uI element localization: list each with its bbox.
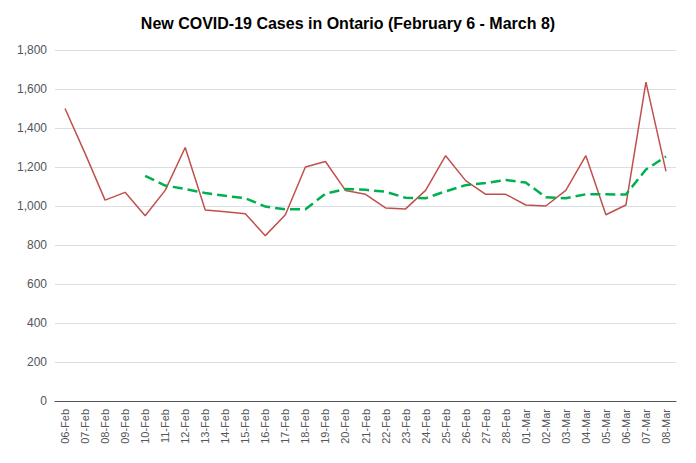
svg-text:05-Mar: 05-Mar [600,409,612,444]
svg-text:23-Feb: 23-Feb [400,409,412,444]
svg-text:11-Feb: 11-Feb [159,409,171,443]
svg-text:14-Feb: 14-Feb [219,409,231,444]
svg-text:800: 800 [27,238,47,252]
svg-text:200: 200 [27,355,47,369]
svg-text:25-Feb: 25-Feb [440,409,452,444]
svg-text:New COVID-19 Cases in Ontario: New COVID-19 Cases in Ontario (February … [141,15,555,32]
svg-text:26-Feb: 26-Feb [460,409,472,444]
svg-text:02-Mar: 02-Mar [540,409,552,444]
svg-text:15-Feb: 15-Feb [239,409,251,444]
svg-text:21-Feb: 21-Feb [360,409,372,444]
svg-text:01-Mar: 01-Mar [520,409,532,444]
svg-text:16-Feb: 16-Feb [259,409,271,444]
svg-text:08-Mar: 08-Mar [660,409,672,444]
svg-text:1,600: 1,600 [17,82,47,96]
svg-text:600: 600 [27,277,47,291]
svg-text:0: 0 [40,394,47,408]
svg-text:06-Mar: 06-Mar [620,409,632,444]
svg-text:19-Feb: 19-Feb [319,409,331,444]
svg-text:03-Mar: 03-Mar [560,409,572,444]
svg-text:22-Feb: 22-Feb [380,409,392,444]
svg-text:12-Feb: 12-Feb [179,409,191,444]
svg-text:1,200: 1,200 [17,160,47,174]
svg-text:13-Feb: 13-Feb [199,409,211,444]
svg-text:09-Feb: 09-Feb [119,409,131,444]
svg-text:08-Feb: 08-Feb [99,409,111,444]
svg-text:24-Feb: 24-Feb [420,409,432,444]
svg-text:400: 400 [27,316,47,330]
svg-text:18-Feb: 18-Feb [299,409,311,444]
svg-text:27-Feb: 27-Feb [480,409,492,444]
svg-text:20-Feb: 20-Feb [339,409,351,444]
svg-text:17-Feb: 17-Feb [279,409,291,444]
svg-text:04-Mar: 04-Mar [580,409,592,444]
svg-text:07-Mar: 07-Mar [640,409,652,444]
svg-text:10-Feb: 10-Feb [139,409,151,444]
svg-text:1,000: 1,000 [17,199,47,213]
svg-text:28-Feb: 28-Feb [500,409,512,444]
svg-text:1,400: 1,400 [17,121,47,135]
svg-text:06-Feb: 06-Feb [59,409,71,444]
svg-text:1,800: 1,800 [17,43,47,57]
svg-text:07-Feb: 07-Feb [79,409,91,444]
